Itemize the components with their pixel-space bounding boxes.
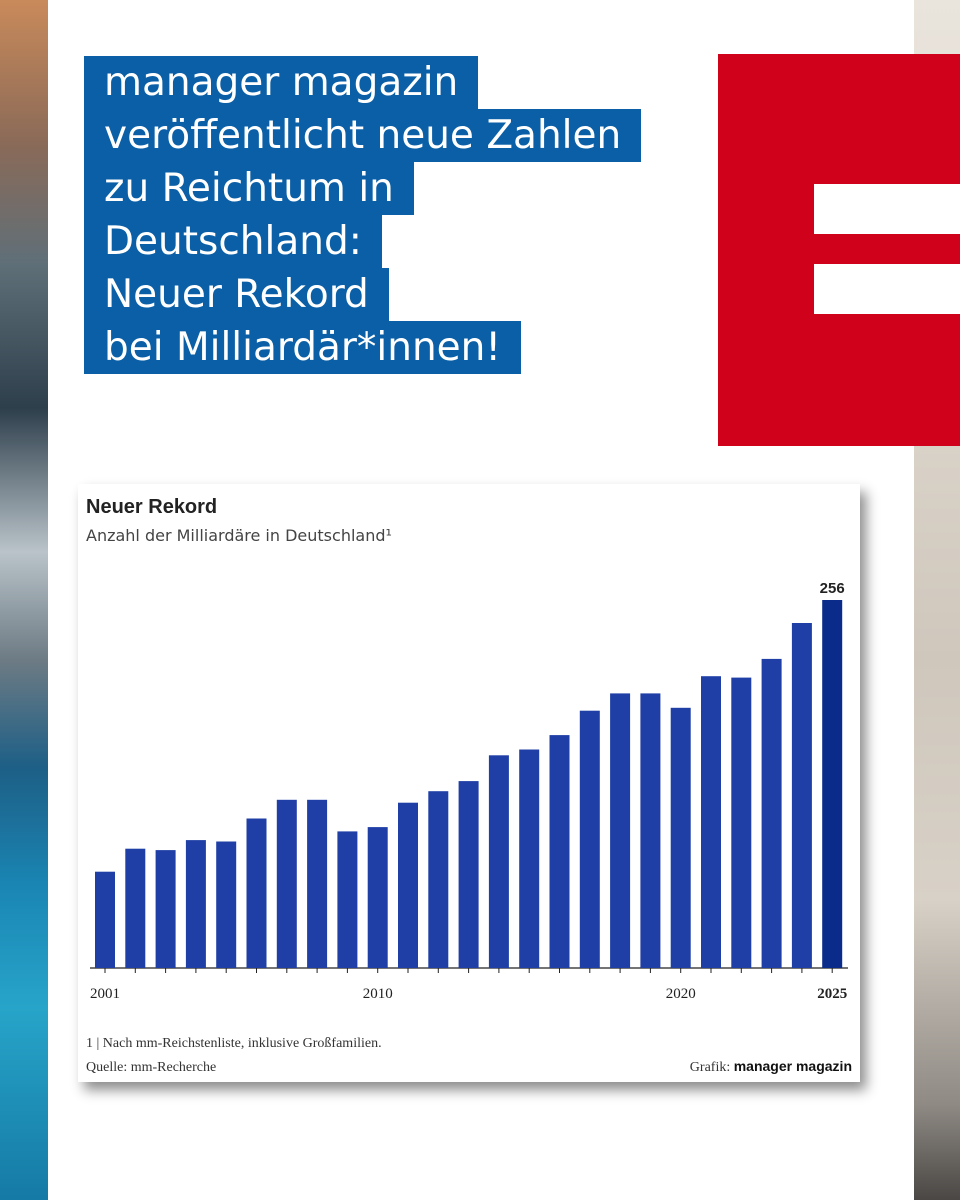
- bar-2022: [731, 677, 752, 968]
- background-photo-left: [0, 0, 48, 1200]
- chart-footnote: 1 | Nach mm-Reichstenliste, inklusive Gr…: [86, 1036, 382, 1051]
- data-label-2025: 256: [820, 580, 845, 597]
- chart-title: Neuer Rekord: [86, 496, 218, 518]
- headline-line: veröffentlicht neue Zahlen: [84, 109, 642, 162]
- chart-subtitle: Anzahl der Milliardäre in Deutschland¹: [86, 526, 392, 545]
- bar-2024: [791, 623, 812, 968]
- x-tick-label-2010: 2010: [363, 986, 393, 1002]
- bar-2018: [610, 693, 631, 968]
- bar-2017: [579, 710, 600, 968]
- headline-line: Deutschland:: [84, 215, 382, 268]
- bar-2008: [307, 799, 328, 968]
- bar-2015: [519, 749, 540, 968]
- logo-bar-bottom: [814, 264, 960, 314]
- bar-2009: [337, 831, 358, 968]
- chart-credit: Grafik: manager magazin: [690, 1058, 852, 1076]
- bar-2016: [549, 735, 570, 968]
- bar-chart: 2001 2010 2020 2025 256: [90, 580, 848, 1002]
- logo-bar-top: [814, 184, 960, 234]
- headline-line: Neuer Rekord: [84, 268, 389, 321]
- bar-2002: [125, 848, 146, 968]
- bar-2006: [246, 818, 267, 968]
- bar-2023: [761, 658, 782, 968]
- bar-2007: [276, 799, 297, 968]
- bar-2019: [640, 693, 661, 968]
- headline-line: bei Milliardär*innen!: [84, 321, 522, 374]
- credit-prefix: Grafik:: [689, 1060, 731, 1075]
- equals-logo: [718, 54, 960, 446]
- bar-2001: [95, 871, 115, 968]
- x-tick-label-2001: 2001: [90, 986, 120, 1002]
- credit-brand: manager magazin: [733, 1058, 852, 1074]
- bar-2020: [670, 707, 691, 968]
- bar-2010: [367, 827, 388, 968]
- bar-2011: [398, 802, 418, 968]
- headline-line: manager magazin: [84, 56, 479, 109]
- headline: manager magazin veröffentlicht neue Zahl…: [84, 56, 684, 374]
- x-tick-label-2025: 2025: [817, 986, 847, 1002]
- bar-2005: [216, 841, 237, 968]
- bar-2021: [701, 676, 721, 968]
- bar-2013: [458, 781, 479, 968]
- x-tick-label-2020: 2020: [666, 986, 696, 1002]
- bar-2004: [185, 840, 206, 968]
- bar-2012: [428, 791, 449, 968]
- bar-2025: [822, 600, 843, 968]
- chart-card: Neuer Rekord Anzahl der Milliardäre in D…: [78, 484, 860, 1082]
- chart-source: Quelle: mm-Recherche: [86, 1060, 217, 1075]
- bar-2003: [155, 850, 176, 968]
- bar-2014: [488, 755, 509, 969]
- headline-line: zu Reichtum in: [84, 162, 414, 215]
